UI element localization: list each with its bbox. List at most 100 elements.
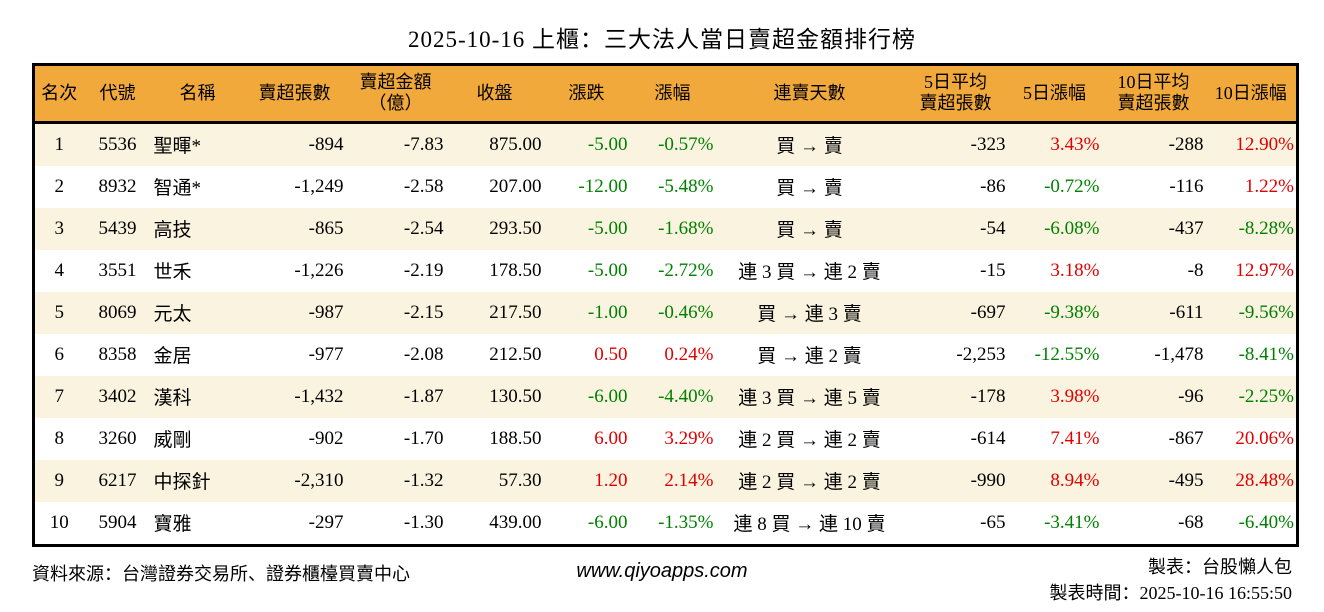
cell-sell-qty: -977 bbox=[308, 343, 344, 365]
cell-sell-qty: -2,310 bbox=[294, 469, 344, 491]
cell-change-pct: 2.14% bbox=[664, 469, 714, 491]
cell-change: -12.00 bbox=[578, 175, 628, 197]
table-row: 8 3260 威剛 -902 -1.70 188.50 6.00 3.29% 連… bbox=[33, 417, 1298, 460]
cell-avg5-qty: -65 bbox=[980, 511, 1006, 533]
cell-close: 188.50 bbox=[489, 427, 542, 449]
cell-avg5-qty: -178 bbox=[970, 385, 1006, 407]
header-avg10-qty: 10日平均 賣超張數 bbox=[1101, 64, 1206, 124]
header-sell-qty: 賣超張數 bbox=[243, 64, 346, 124]
cell-avg5-qty: -2,253 bbox=[956, 343, 1006, 365]
header-pct10: 10日漲幅 bbox=[1205, 64, 1298, 124]
cell-sell-streak: 連 2 買 → 連 2 賣 bbox=[738, 430, 881, 452]
cell-rank: 5 bbox=[54, 301, 65, 323]
cell-change-pct: -1.35% bbox=[658, 511, 714, 533]
cell-sell-qty: -902 bbox=[308, 427, 344, 449]
cell-close: 57.30 bbox=[498, 469, 542, 491]
table-row: 5 8069 元太 -987 -2.15 217.50 -1.00 -0.46%… bbox=[33, 291, 1298, 334]
cell-name: 智通* bbox=[153, 178, 202, 200]
cell-pct5: -6.08% bbox=[1044, 217, 1100, 239]
cell-code: 8358 bbox=[98, 343, 137, 365]
cell-name: 寶雅 bbox=[153, 514, 192, 536]
cell-change: -6.00 bbox=[587, 385, 628, 407]
cell-sell-amount: -2.15 bbox=[403, 301, 444, 323]
timestamp-text: 製表時間：2025-10-16 16:55:50 bbox=[1049, 582, 1293, 603]
cell-sell-streak: 買 → 連 2 賣 bbox=[757, 346, 862, 368]
cell-change: -5.00 bbox=[587, 217, 628, 239]
cell-avg10-qty: -68 bbox=[1178, 511, 1204, 533]
cell-avg5-qty: -323 bbox=[970, 133, 1006, 155]
cell-sell-streak: 買 → 賣 bbox=[776, 136, 843, 158]
cell-sell-qty: -987 bbox=[308, 301, 344, 323]
cell-name: 中探針 bbox=[153, 472, 211, 494]
cell-change-pct: 0.24% bbox=[664, 343, 714, 365]
cell-avg10-qty: -867 bbox=[1168, 427, 1204, 449]
cell-name: 元太 bbox=[153, 304, 192, 326]
cell-sell-streak: 連 3 買 → 連 5 賣 bbox=[738, 388, 881, 410]
cell-pct10: 28.48% bbox=[1235, 469, 1294, 491]
cell-close: 293.50 bbox=[489, 217, 542, 239]
cell-avg5-qty: -614 bbox=[970, 427, 1006, 449]
cell-sell-qty: -1,226 bbox=[294, 259, 344, 281]
cell-pct10: 1.22% bbox=[1244, 175, 1294, 197]
cell-pct10: -8.28% bbox=[1238, 217, 1294, 239]
cell-avg5-qty: -697 bbox=[970, 301, 1006, 323]
cell-sell-streak: 買 → 賣 bbox=[776, 220, 843, 242]
cell-change-pct: -1.68% bbox=[658, 217, 714, 239]
cell-pct5: -3.41% bbox=[1044, 511, 1100, 533]
cell-pct10: -9.56% bbox=[1238, 301, 1294, 323]
cell-change: -1.00 bbox=[587, 301, 628, 323]
cell-sell-streak: 連 2 買 → 連 2 賣 bbox=[738, 472, 881, 494]
cell-sell-streak: 買 → 賣 bbox=[776, 178, 843, 200]
cell-sell-amount: -1.32 bbox=[403, 469, 444, 491]
header-sell-amount: 賣超金額 （億） bbox=[345, 64, 446, 124]
cell-rank: 6 bbox=[54, 343, 65, 365]
cell-rank: 10 bbox=[49, 511, 69, 533]
cell-code: 6217 bbox=[98, 469, 137, 491]
cell-pct5: 3.43% bbox=[1050, 133, 1100, 155]
cell-pct10: 20.06% bbox=[1235, 427, 1294, 449]
cell-code: 3551 bbox=[98, 259, 137, 281]
cell-pct5: -12.55% bbox=[1034, 343, 1100, 365]
cell-pct5: 3.98% bbox=[1050, 385, 1100, 407]
header-avg5-qty: 5日平均 賣超張數 bbox=[903, 64, 1008, 124]
cell-change-pct: -2.72% bbox=[658, 259, 714, 281]
header-pct5: 5日漲幅 bbox=[1007, 64, 1102, 124]
cell-pct10: -8.41% bbox=[1238, 343, 1294, 365]
cell-rank: 7 bbox=[54, 385, 65, 407]
cell-rank: 2 bbox=[54, 175, 65, 197]
cell-change-pct: -5.48% bbox=[658, 175, 714, 197]
cell-pct10: -2.25% bbox=[1238, 385, 1294, 407]
table-row: 9 6217 中探針 -2,310 -1.32 57.30 1.20 2.14%… bbox=[33, 459, 1298, 502]
header-rank: 名次 bbox=[33, 64, 84, 124]
cell-close: 217.50 bbox=[489, 301, 542, 323]
cell-change-pct: -0.46% bbox=[658, 301, 714, 323]
table-header: 名次 代號 名稱 賣超張數 賣超金額 （億） 收盤 漲跌 漲幅 連賣天數 5日平… bbox=[33, 64, 1298, 124]
cell-name: 高技 bbox=[153, 220, 192, 242]
table-body: 1 5536 聖暉* -894 -7.83 875.00 -5.00 -0.57… bbox=[33, 122, 1298, 546]
cell-name: 世禾 bbox=[153, 262, 192, 284]
cell-pct5: 3.18% bbox=[1050, 259, 1100, 281]
page-title: 2025-10-16 上櫃：三大法人當日賣超金額排行榜 bbox=[407, 27, 917, 52]
cell-avg10-qty: -611 bbox=[1169, 301, 1204, 323]
cell-pct5: -0.72% bbox=[1044, 175, 1100, 197]
cell-avg10-qty: -96 bbox=[1178, 385, 1204, 407]
table-row: 4 3551 世禾 -1,226 -2.19 178.50 -5.00 -2.7… bbox=[33, 249, 1298, 292]
cell-sell-amount: -2.58 bbox=[403, 175, 444, 197]
cell-rank: 9 bbox=[54, 469, 65, 491]
ranking-table: 名次 代號 名稱 賣超張數 賣超金額 （億） 收盤 漲跌 漲幅 連賣天數 5日平… bbox=[32, 62, 1299, 547]
cell-change: 1.20 bbox=[594, 469, 628, 491]
cell-avg5-qty: -86 bbox=[980, 175, 1006, 197]
cell-pct5: -9.38% bbox=[1044, 301, 1100, 323]
cell-sell-amount: -1.30 bbox=[403, 511, 444, 533]
cell-change: -6.00 bbox=[587, 511, 628, 533]
cell-close: 178.50 bbox=[489, 259, 542, 281]
table-row: 3 5439 高技 -865 -2.54 293.50 -5.00 -1.68%… bbox=[33, 207, 1298, 250]
website-text: www.qiyoapps.com bbox=[576, 559, 748, 582]
cell-name: 威剛 bbox=[153, 430, 192, 452]
cell-code: 3260 bbox=[98, 427, 137, 449]
footer: 資料來源：台灣證券交易所、證券櫃檯買賣中心 www.qiyoapps.com 製… bbox=[32, 554, 1292, 608]
cell-rank: 1 bbox=[54, 133, 65, 155]
cell-rank: 4 bbox=[54, 259, 65, 281]
cell-sell-streak: 連 8 買 → 連 10 賣 bbox=[733, 514, 886, 536]
